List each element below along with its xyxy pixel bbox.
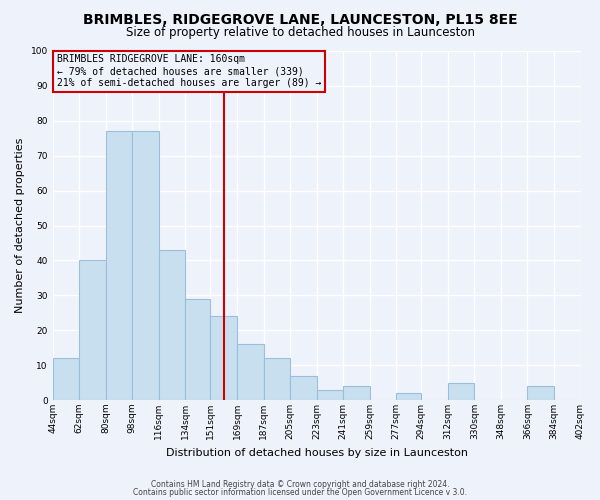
Text: Contains public sector information licensed under the Open Government Licence v : Contains public sector information licen… xyxy=(133,488,467,497)
Bar xyxy=(263,358,290,400)
Y-axis label: Number of detached properties: Number of detached properties xyxy=(15,138,25,313)
Bar xyxy=(53,358,79,400)
Bar xyxy=(79,260,106,400)
X-axis label: Distribution of detached houses by size in Launceston: Distribution of detached houses by size … xyxy=(166,448,467,458)
Bar xyxy=(527,386,554,400)
Bar xyxy=(290,376,317,400)
Text: BRIMBLES RIDGEGROVE LANE: 160sqm
← 79% of detached houses are smaller (339)
21% : BRIMBLES RIDGEGROVE LANE: 160sqm ← 79% o… xyxy=(57,54,322,88)
Text: Size of property relative to detached houses in Launceston: Size of property relative to detached ho… xyxy=(125,26,475,39)
Bar xyxy=(106,132,132,400)
Bar xyxy=(237,344,263,400)
Bar xyxy=(211,316,237,400)
Bar xyxy=(132,132,159,400)
Bar xyxy=(317,390,343,400)
Bar xyxy=(185,299,211,400)
Bar xyxy=(159,250,185,400)
Bar xyxy=(448,382,475,400)
Bar xyxy=(396,393,421,400)
Bar xyxy=(343,386,370,400)
Text: BRIMBLES, RIDGEGROVE LANE, LAUNCESTON, PL15 8EE: BRIMBLES, RIDGEGROVE LANE, LAUNCESTON, P… xyxy=(83,12,517,26)
Text: Contains HM Land Registry data © Crown copyright and database right 2024.: Contains HM Land Registry data © Crown c… xyxy=(151,480,449,489)
